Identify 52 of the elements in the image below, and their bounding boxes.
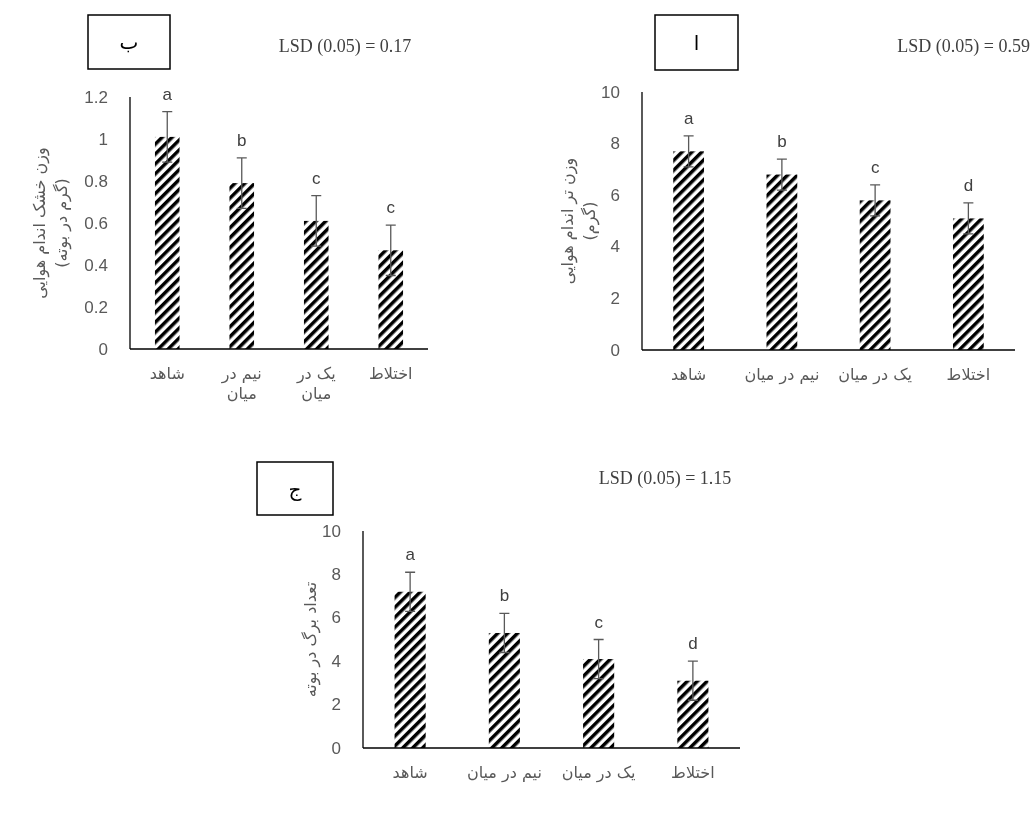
x-tick-label: نیم در میان: [220, 364, 262, 403]
annotation: d: [688, 634, 698, 654]
y-tick-label: 1: [98, 129, 108, 149]
y-tick-label: 2: [331, 695, 341, 715]
y-tick-label: 0.2: [84, 297, 108, 317]
y-axis-title: تعداد برگ در بوته: [300, 581, 321, 698]
annotation: a: [405, 545, 416, 565]
x-tick-label: شاهد: [392, 763, 428, 782]
x-tick-label: اختلاط: [671, 763, 715, 782]
y-tick-label: 10: [601, 82, 620, 102]
annotation: b: [237, 130, 247, 150]
y-tick-label: 8: [610, 134, 620, 154]
y-tick-label: 0.4: [84, 255, 108, 275]
y-tick-label: 0.6: [84, 213, 108, 233]
y-tick-label: 0: [98, 339, 108, 359]
y-axis-title: وزن تر اندام هوایی (گرم): [557, 157, 600, 285]
y-axis-title: وزن خشک اندام هوایی (گرم در بوته): [29, 147, 72, 299]
x-tick-label: شاهد: [149, 364, 185, 383]
x-tick-label: نیم در میان: [744, 365, 820, 385]
y-tick-label: 0.8: [84, 171, 108, 191]
annotation: c: [594, 612, 604, 632]
annotation: a: [683, 108, 694, 128]
x-tick-label: شاهد: [671, 365, 707, 384]
x-tick-label: اختلاط: [946, 365, 991, 384]
text: LSD (0.05) = 0.59: [897, 36, 1030, 57]
y-tick-label: 2: [610, 288, 620, 308]
annotation: a: [162, 84, 173, 104]
annotation: c: [312, 168, 321, 188]
annotation: d: [963, 175, 974, 195]
chart-title: ا: [693, 30, 700, 55]
annotation: c: [870, 157, 880, 177]
x-tick-label: اختلاط: [368, 364, 413, 383]
annotation: b: [777, 132, 787, 152]
y-tick-label: 0: [610, 340, 620, 360]
x-tick-label: یک در میان: [295, 364, 336, 403]
annotation: c: [386, 198, 396, 218]
text: LSD (0.05) = 1.15: [598, 468, 732, 489]
chart-title: ب: [119, 30, 139, 54]
y-tick-label: 4: [331, 651, 341, 671]
y-tick-label: 6: [610, 185, 620, 205]
y-tick-label: 10: [322, 521, 341, 541]
chart-title: ج: [288, 476, 302, 501]
x-tick-label: نیم در میان: [466, 763, 542, 783]
y-tick-label: 0: [331, 738, 341, 758]
x-tick-label: یک در میان: [838, 365, 913, 385]
y-tick-label: 4: [610, 237, 620, 257]
y-tick-label: 1.2: [84, 87, 108, 107]
annotation: b: [499, 586, 510, 606]
y-tick-label: 8: [331, 564, 341, 584]
y-tick-label: 6: [331, 608, 341, 628]
x-tick-label: یک در میان: [561, 763, 636, 783]
text: LSD (0.05) = 0.17: [278, 36, 412, 57]
